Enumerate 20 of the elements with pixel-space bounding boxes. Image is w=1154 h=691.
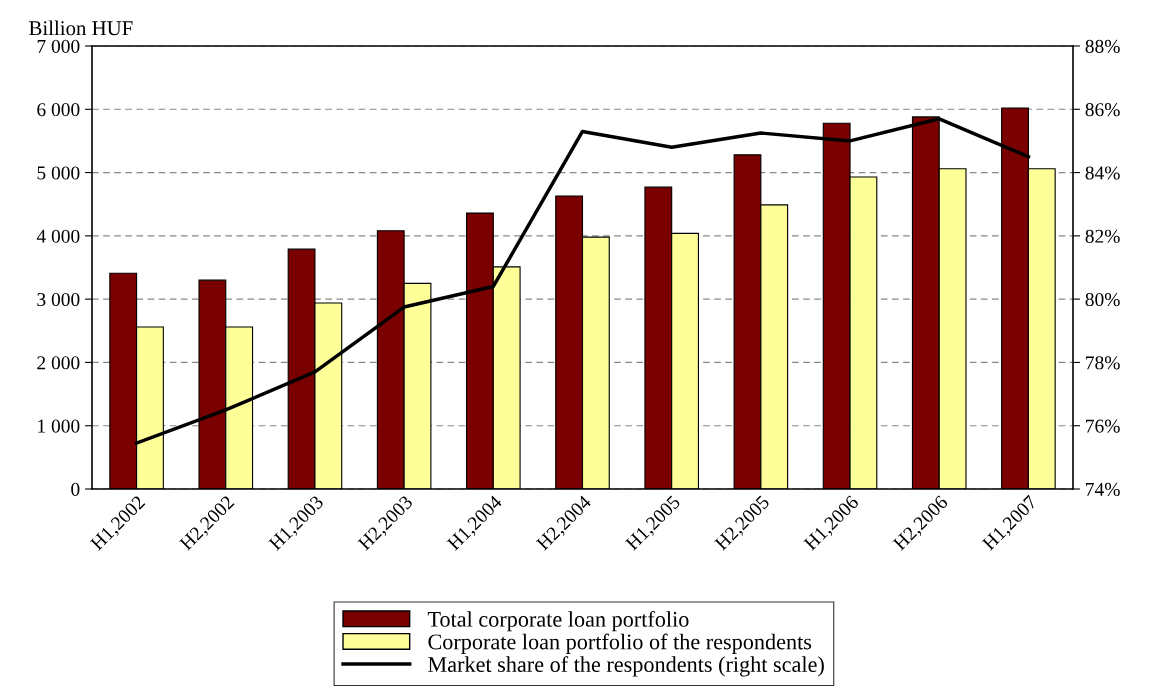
y2-tick-label: 88%: [1085, 39, 1120, 53]
y-tick-label: 7 000: [37, 39, 80, 53]
y-tick-label: 5 000: [37, 166, 80, 180]
y-tick-label: 2 000: [37, 356, 80, 370]
y2-tick-label: 86%: [1085, 103, 1120, 117]
y-tick-label: 6 000: [37, 103, 80, 117]
y2-tick-label: 74%: [1086, 482, 1120, 496]
y2-tick-label: 80%: [1085, 292, 1120, 307]
y2-tick-label: 78%: [1086, 356, 1120, 370]
y-tick-label: 0: [71, 482, 80, 496]
y-tick-label: 4 000: [36, 229, 80, 243]
y-tick-label: 1 000: [38, 419, 80, 433]
y2-tick-label: 82%: [1085, 229, 1120, 243]
legend-label: Market share of the respondents (right scale): [428, 656, 824, 677]
y2-tick-label: 84%: [1085, 166, 1120, 180]
y-tick-label: 3 000: [37, 292, 80, 307]
legend-label: Corporate loan portfolio of the respondents: [428, 633, 812, 654]
legend-label: Total corporate loan portfolio: [427, 610, 689, 632]
y-axis-title: Billion HUF: [29, 20, 133, 36]
y2-tick-label: 76%: [1086, 419, 1120, 433]
